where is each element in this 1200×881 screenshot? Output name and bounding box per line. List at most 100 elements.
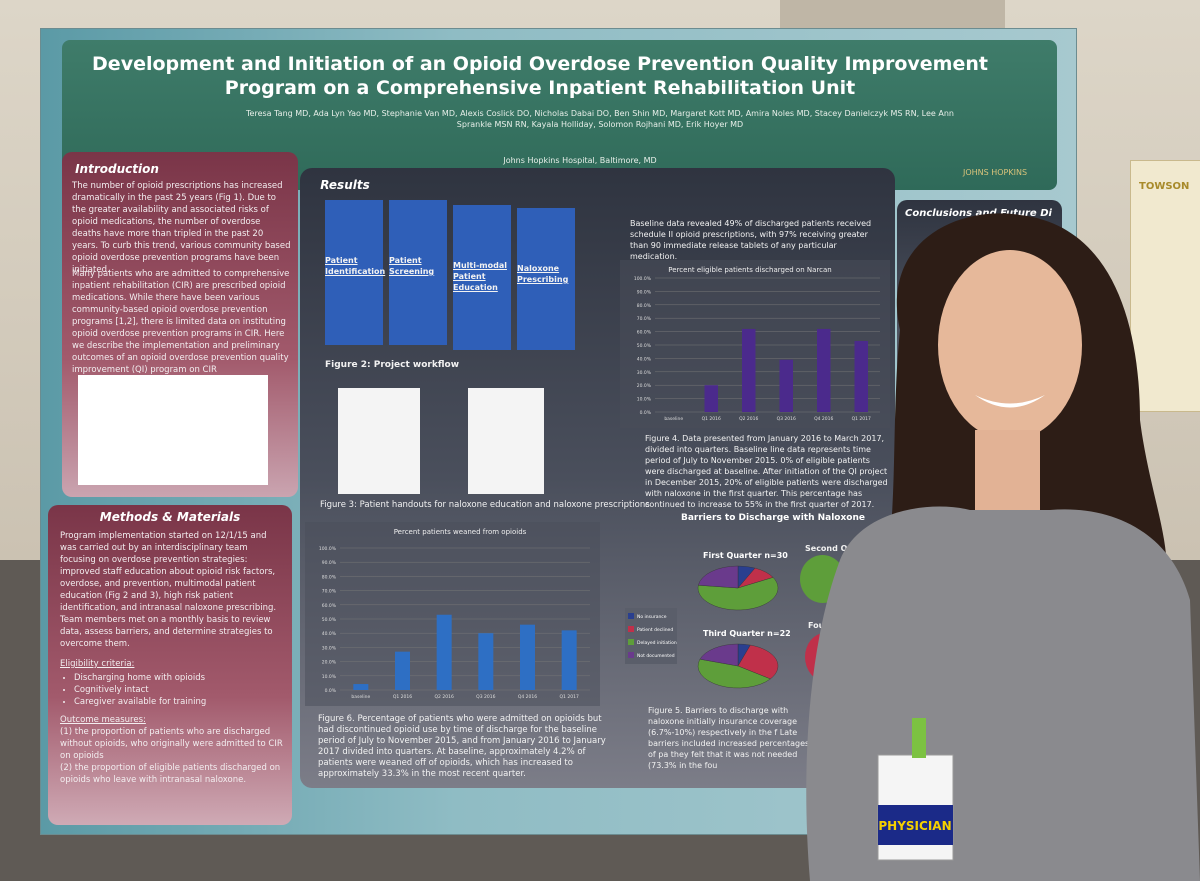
bar [353, 684, 369, 690]
x-tick-label: Q1 2017 [852, 416, 871, 422]
y-tick-label: 60.0% [322, 603, 337, 609]
y-tick-label: 10.0% [322, 674, 337, 680]
y-tick-label: 0.0% [325, 688, 337, 694]
y-tick-label: 80.0% [322, 574, 337, 580]
sweater [806, 506, 1200, 881]
y-tick-label: 40.0% [637, 356, 652, 362]
pie-slice [697, 658, 771, 689]
legend-label: Patient declined [637, 627, 673, 633]
bar [704, 385, 718, 412]
badge-text: PHYSICIAN [878, 819, 951, 833]
y-tick-label: 20.0% [322, 660, 337, 666]
smile [975, 395, 1045, 408]
intro-text: Many patients who are admitted to compre… [72, 269, 290, 375]
workflow-step: Naloxone Prescribing [517, 208, 575, 350]
methods-text: Program implementation started on 12/1/1… [60, 530, 285, 786]
face [938, 250, 1082, 440]
methods-panel [48, 505, 292, 825]
bar [817, 328, 831, 412]
y-tick-label: 40.0% [322, 631, 337, 637]
towson-label: TOWSON [1139, 181, 1190, 192]
x-tick-label: Q4 2016 [518, 694, 537, 700]
poster-title: Development and Initiation of an Opioid … [92, 53, 988, 99]
y-tick-label: 10.0% [637, 397, 652, 403]
legend-swatch [628, 639, 634, 645]
x-tick-label: baseline [664, 416, 683, 422]
conclusions-heading: Conclusions and Future Di [905, 208, 1052, 219]
pie-slice [699, 643, 739, 667]
workflow: Patient Identification Patient Screening… [325, 200, 575, 350]
x-tick-label: baseline [351, 694, 370, 700]
y-tick-label: 80.0% [637, 303, 652, 309]
pie-slice [737, 644, 779, 680]
y-tick-label: 100.0% [319, 546, 337, 552]
pie-slice [697, 577, 779, 611]
chart-bg [305, 522, 600, 706]
legend-label: Delayed initiation [637, 640, 677, 646]
side-poster: TOWSON [1130, 160, 1200, 412]
x-tick-label: Q1 2016 [393, 694, 412, 700]
poster-affiliation: Johns Hopkins Hospital, Baltimore, MD [503, 156, 657, 165]
poster-authors: Teresa Tang MD, Ada Lyn Yao MD, Stephani… [246, 109, 954, 129]
y-tick-label: 50.0% [637, 343, 652, 349]
results-heading: Results [320, 178, 370, 192]
workflow-step: Patient Screening [389, 200, 447, 345]
chart-title: Percent patients weaned from opioids [394, 528, 527, 536]
eligibility-list: Discharging home with opioids Cognitivel… [74, 672, 285, 708]
methods-paragraph: Program implementation started on 12/1/1… [60, 531, 277, 649]
y-tick-label: 60.0% [637, 330, 652, 336]
figure-caption: Figure 2: Project workflow [325, 360, 460, 370]
x-tick-label: Q4 2016 [814, 416, 833, 422]
x-tick-label: Q3 2016 [476, 694, 495, 700]
figure-1 [78, 375, 268, 485]
pie-label: First Quarter n=30 [703, 551, 788, 560]
y-tick-label: 30.0% [322, 645, 337, 651]
figure-caption: Figure 3: Patient handouts for naloxone … [320, 500, 650, 510]
legend-swatch [628, 613, 634, 619]
eligibility-item: Caregiver available for training [74, 696, 285, 708]
intro-heading: Introduction [75, 162, 159, 176]
outcome-item: (1) the proportion of patients who are d… [60, 727, 283, 761]
bar [478, 633, 494, 690]
legend-swatch [628, 626, 634, 632]
chart-title: Percent eligible patients discharged on … [668, 266, 831, 274]
bar [395, 651, 410, 690]
badge-band [878, 805, 953, 845]
outcome-heading: Outcome measures: [60, 715, 146, 725]
eligibility-item: Cognitively intact [74, 684, 285, 696]
y-tick-label: 70.0% [322, 589, 337, 595]
legend-label: No insurance [637, 614, 667, 620]
bar [561, 630, 577, 690]
bar [520, 624, 535, 690]
results-text: Baseline data revealed 49% of discharged… [630, 219, 872, 261]
badge-clip [912, 718, 926, 758]
logo: JOHNS HOPKINS [962, 168, 1028, 177]
intro-text: The number of opioid prescriptions has i… [72, 181, 291, 275]
eligibility-item: Discharging home with opioids [74, 672, 285, 684]
pie-label: Third Quarter n=22 [703, 629, 791, 638]
handout [468, 388, 544, 494]
figure-caption: Figure 5. Barriers to discharge with nal… [648, 706, 810, 770]
y-tick-label: 70.0% [637, 316, 652, 322]
y-tick-label: 30.0% [637, 370, 652, 376]
legend-label: Not documented [637, 653, 675, 659]
outcome-item: (2) the proportion of eligible patients … [60, 763, 281, 785]
x-tick-label: Q1 2017 [560, 694, 579, 700]
workflow-step: Patient Identification [325, 200, 385, 345]
methods-heading: Methods & Materials [99, 510, 241, 524]
handout [338, 388, 420, 494]
figure-caption: Figure 4. Data presented from January 20… [645, 434, 888, 509]
x-tick-label: Q2 2016 [739, 416, 758, 422]
bar [436, 614, 452, 690]
neck [975, 430, 1040, 510]
eligibility-heading: Eligibility criteria: [60, 659, 135, 669]
y-tick-label: 90.0% [322, 560, 337, 566]
y-tick-label: 90.0% [637, 289, 652, 295]
chart-title: Barriers to Discharge with Naloxone [681, 513, 865, 523]
bar [779, 359, 793, 412]
pie-label: Second Quarte [805, 544, 872, 553]
pie-slice [698, 565, 739, 589]
